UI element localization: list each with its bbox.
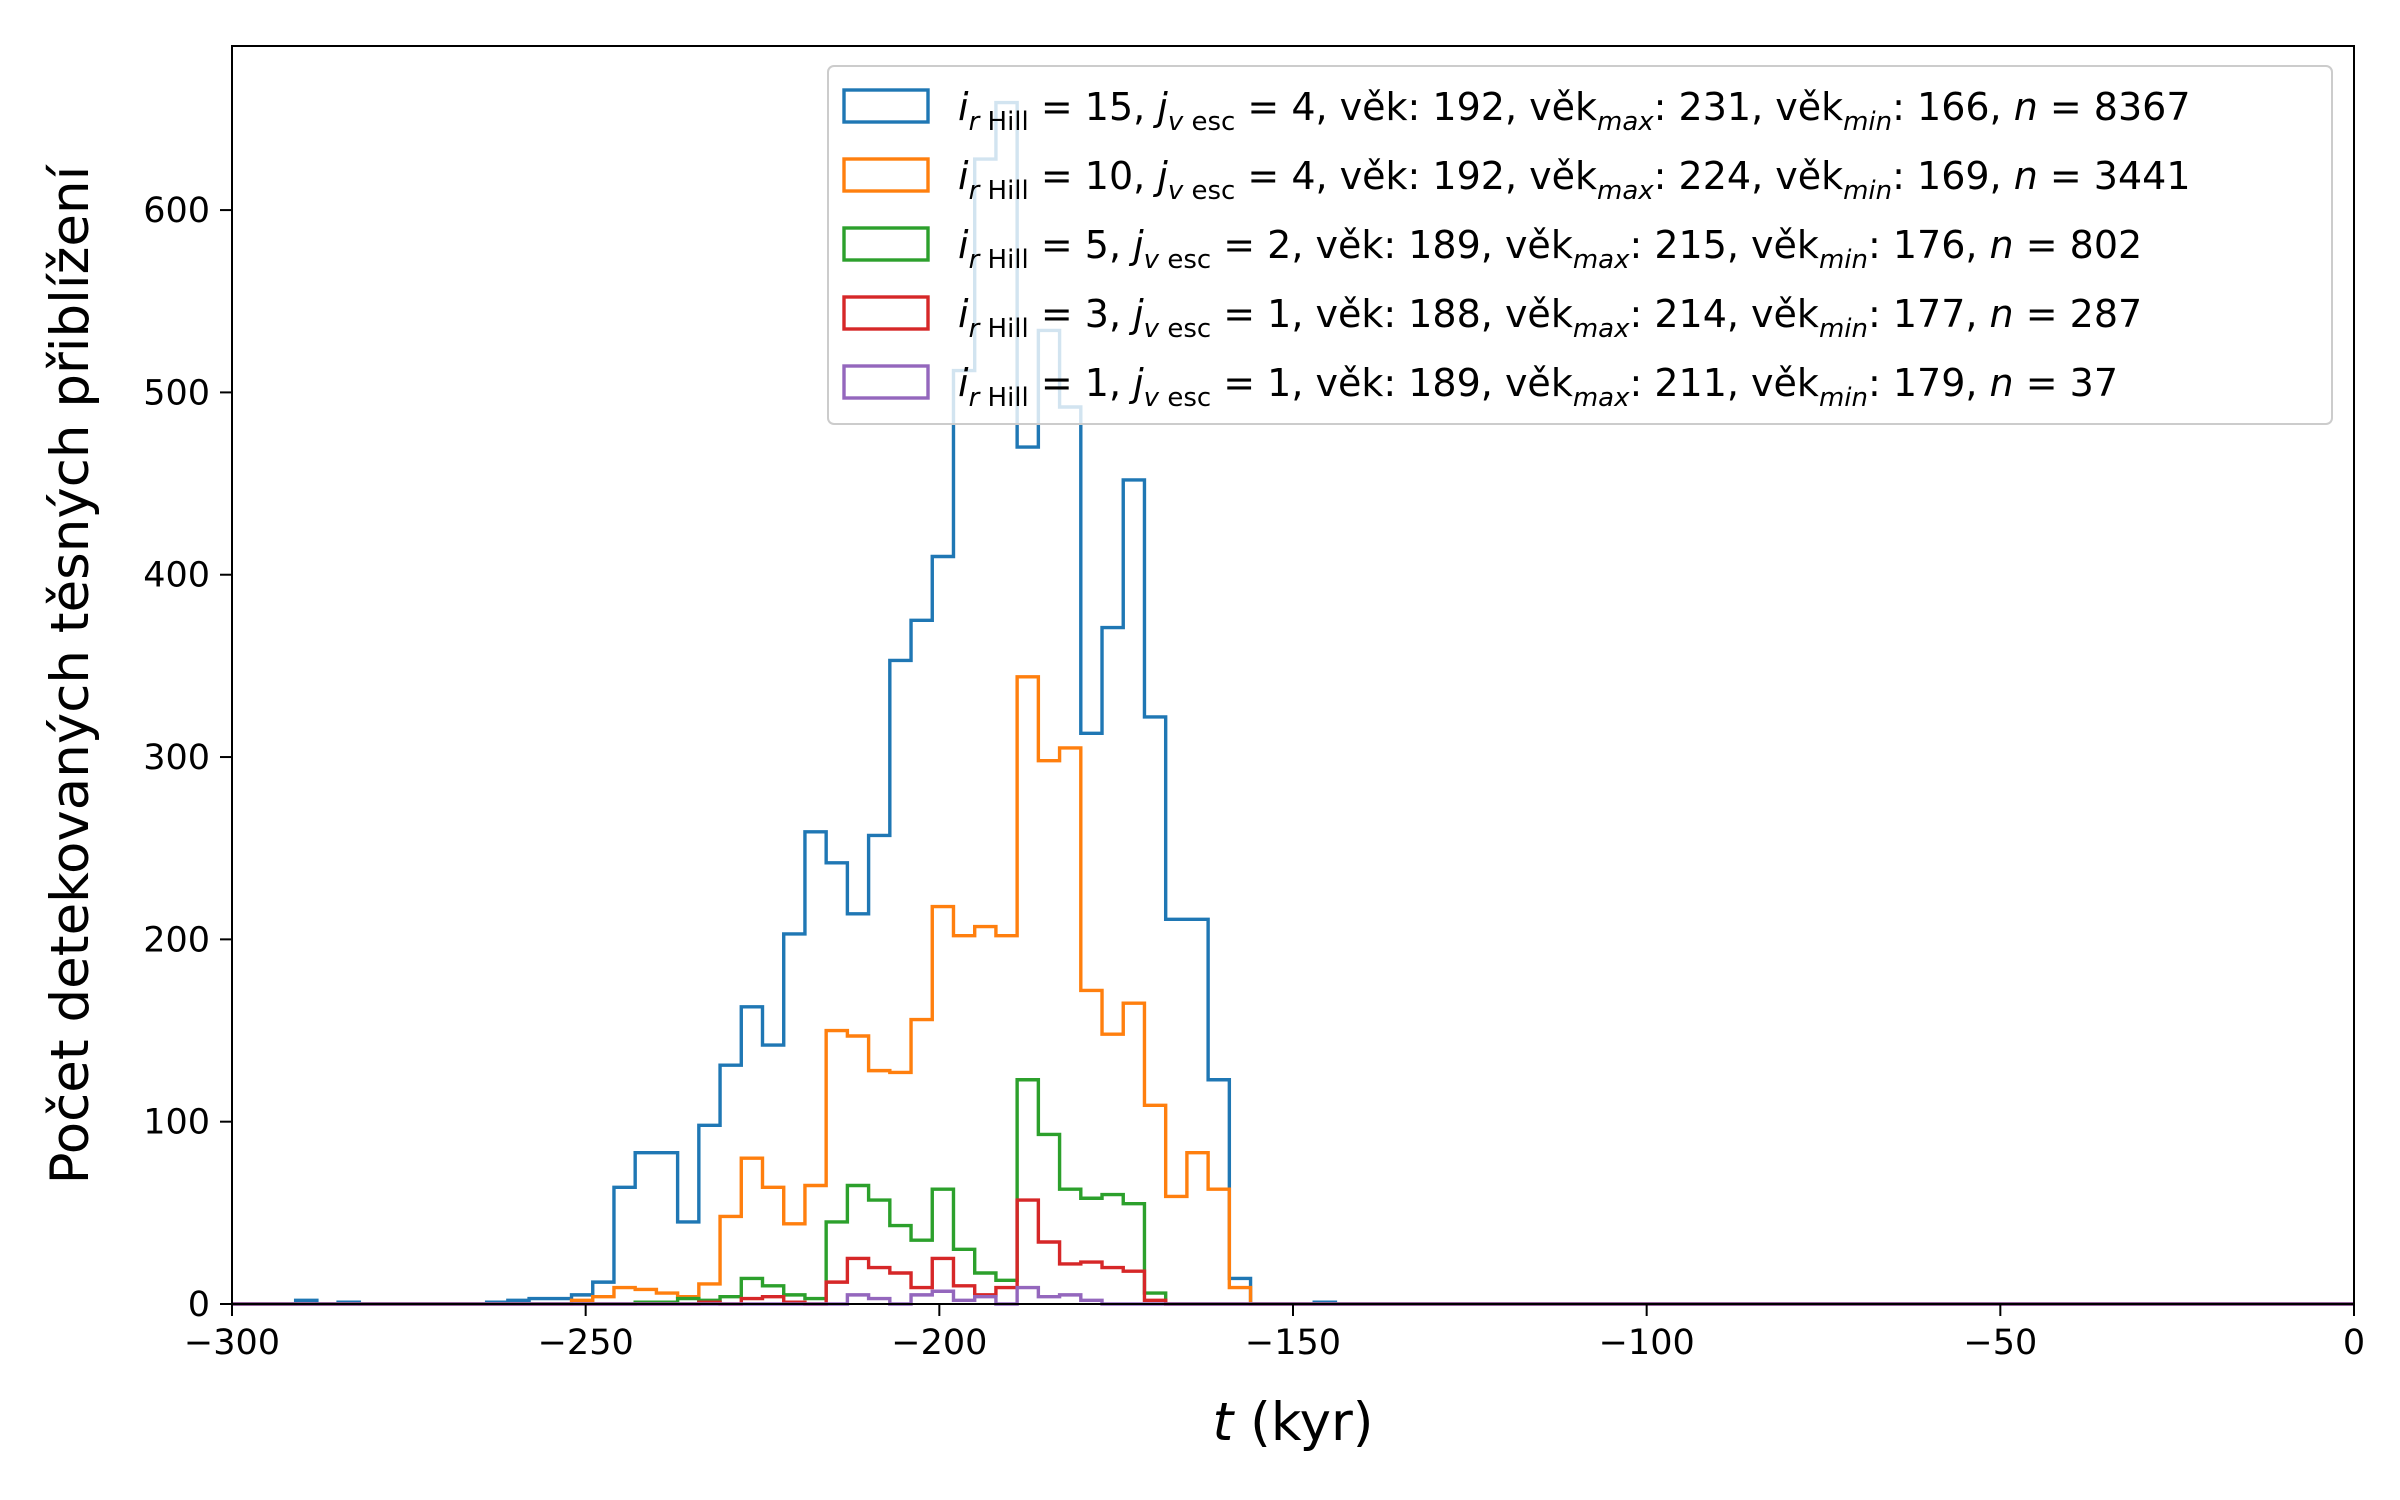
- legend-entry-2: ir Hill = 10, jv esc = 4, věk: 192, věkm…: [958, 154, 2191, 206]
- y-axis-label: Počet detekovaných těsných přiblížení: [40, 163, 101, 1184]
- x-tick-label: −50: [1963, 1323, 2037, 1363]
- y-tick-label: 400: [143, 556, 210, 596]
- x-tick-label: 0: [2343, 1323, 2365, 1363]
- x-tick-label: −250: [538, 1323, 634, 1363]
- x-tick-label: −150: [1245, 1323, 1341, 1363]
- legend-entry-1: ir Hill = 15, jv esc = 4, věk: 192, věkm…: [958, 85, 2191, 137]
- y-tick-label: 500: [143, 373, 210, 413]
- series-line-5: [232, 1285, 2354, 1306]
- y-tick-label: 100: [143, 1103, 210, 1143]
- legend-entry-5: ir Hill = 1, jv esc = 1, věk: 189, věkma…: [958, 361, 2118, 413]
- x-tick-label: −100: [1599, 1323, 1695, 1363]
- legend-entry-4: ir Hill = 3, jv esc = 1, věk: 188, věkma…: [958, 292, 2142, 344]
- legend-swatch-5: [842, 364, 930, 400]
- series-line-2: [232, 675, 2354, 1306]
- legend-entry-3: ir Hill = 5, jv esc = 2, věk: 189, věkma…: [958, 223, 2142, 275]
- x-axis-label: t (kyr): [1213, 1392, 1374, 1453]
- legend-box: [827, 65, 2333, 425]
- legend-swatch-1: [842, 88, 930, 124]
- y-tick-label: 0: [188, 1285, 210, 1325]
- x-tick-label: −300: [184, 1323, 280, 1363]
- ticks-layer: −300 −250 −200 −150 −100 −50 0 0 100 200 300 400 500…: [143, 191, 2365, 1363]
- y-tick-label: 300: [143, 738, 210, 778]
- y-tick-label: 200: [143, 920, 210, 960]
- legend-swatch-4: [842, 295, 930, 331]
- x-tick-label: −200: [891, 1323, 987, 1363]
- legend-swatch-3: [842, 226, 930, 262]
- legend: ir Hill = 15, jv esc = 4, věk: 192, věkm…: [827, 65, 2333, 425]
- series-line-4: [232, 1198, 2354, 1306]
- legend-swatch-2: [842, 157, 930, 193]
- series-line-3: [232, 1078, 2354, 1306]
- y-tick-label: 600: [143, 191, 210, 231]
